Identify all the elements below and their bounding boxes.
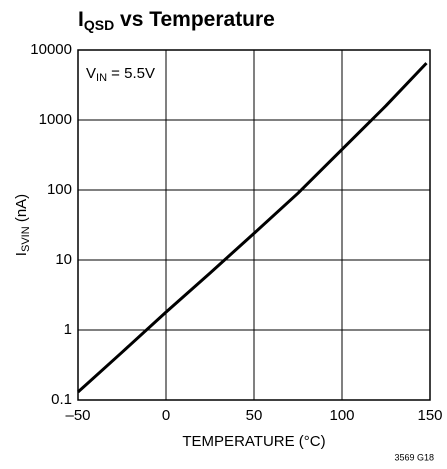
y-tick-label: 10 [55,251,72,268]
y-tick-label: 1000 [39,111,72,128]
y-tick-label: 100 [47,181,72,198]
x-tick-label: –50 [65,407,90,424]
plot-frame [77,49,431,401]
y-tick-label: 1 [64,321,72,338]
x-tick-label: 150 [417,407,442,424]
y-tick-label: 10000 [30,41,72,58]
footnote: 3569 G18 [394,452,434,462]
y-tick-label: 0.1 [51,391,72,408]
annotation: VIN = 5.5V [86,65,155,84]
line [76,62,428,394]
x-axis-label: TEMPERATURE (°C) [182,433,325,450]
x-tick-label: 0 [162,407,170,424]
x-tick-label: 50 [246,407,263,424]
x-tick-label: 100 [329,407,354,424]
y-axis-label: ISVIN (nA) [13,194,32,256]
chart-title: IQSD vs Temperature [78,8,275,33]
